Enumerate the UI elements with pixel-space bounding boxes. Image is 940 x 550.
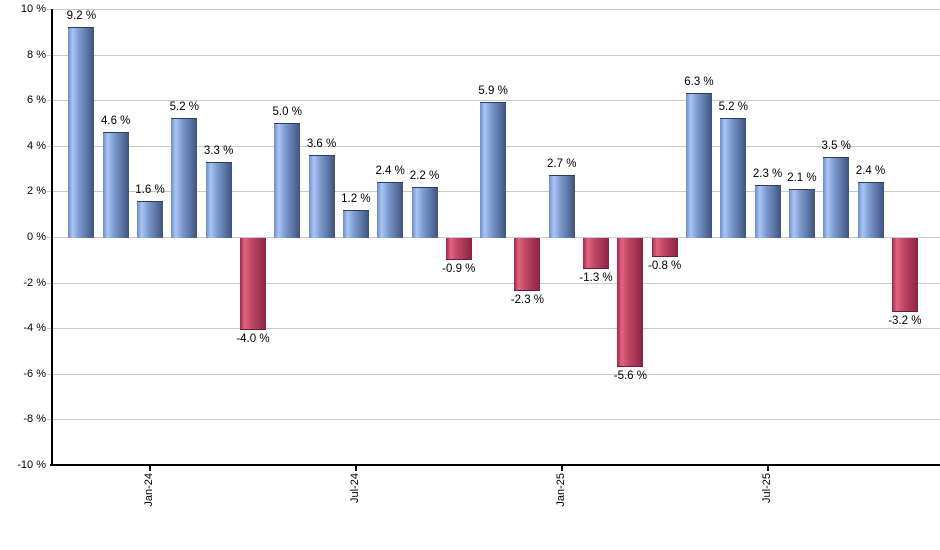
bar-value-label: -1.3 % (579, 271, 613, 284)
gridline (47, 373, 940, 375)
x-axis-line (50, 464, 940, 466)
bar-dec-23 (102, 132, 129, 238)
bar-value-label: 4.6 % (100, 115, 131, 128)
bar-dec-24 (514, 238, 541, 292)
bar-value-label: 2.4 % (375, 165, 405, 178)
bar-value-label: 2.1 % (787, 172, 817, 185)
y-axis-tick-label: 10 % (20, 3, 46, 15)
y-axis-tick-label: -8 % (23, 413, 46, 426)
gridline (47, 100, 940, 102)
bar-sep-24 (411, 186, 438, 238)
bar-nov-25 (891, 238, 918, 312)
y-axis-tick-label: 6 % (27, 94, 46, 107)
bar-value-label: -0.8 % (648, 260, 682, 273)
bar-sep-25 (823, 157, 850, 238)
gridline (47, 54, 940, 56)
x-axis-tick-label: Jan-24 (143, 473, 156, 507)
bar-oct-25 (857, 182, 884, 238)
bar-value-label: 1.6 % (135, 183, 165, 196)
bar-feb-25 (583, 238, 610, 269)
bar-jan-25 (548, 175, 575, 238)
bar-value-label: 1.2 % (341, 192, 371, 205)
bar-value-label: 2.2 % (409, 169, 440, 182)
gridline (47, 282, 940, 284)
bar-value-label: -5.6 % (613, 369, 647, 382)
bar-value-label: 5.9 % (478, 85, 508, 98)
bar-jun-25 (720, 118, 747, 238)
bar-value-label: 2.7 % (547, 158, 577, 171)
y-axis-tick-label: 4 % (27, 139, 46, 152)
bar-value-label: 6.3 % (684, 76, 714, 89)
bar-aug-24 (377, 182, 404, 238)
bar-jul-24 (342, 209, 369, 238)
y-axis-tick-label: -6 % (23, 367, 46, 380)
x-axis-tick (560, 465, 563, 471)
bar-value-label: 2.4 % (855, 165, 886, 178)
bar-feb-24 (171, 118, 198, 238)
gridline (47, 328, 940, 330)
bar-value-label: -3.2 % (888, 314, 922, 327)
bar-mar-25 (617, 238, 644, 367)
bar-value-label: 5.2 % (718, 101, 748, 114)
bar-jul-25 (754, 184, 781, 238)
y-axis-tick-label: -4 % (23, 322, 46, 335)
bar-jan-24 (137, 200, 164, 238)
bar-nov-23 (68, 27, 95, 238)
bar-value-label: -0.9 % (442, 262, 476, 275)
y-axis-line (51, 9, 53, 466)
bar-apr-24 (239, 238, 266, 331)
bar-value-label: 2.3 % (752, 167, 783, 180)
bar-value-label: 9.2 % (66, 10, 97, 23)
bar-value-label: -4.0 % (236, 333, 270, 346)
bar-value-label: -2.3 % (510, 294, 545, 307)
y-axis-tick-label: 0 % (27, 231, 46, 243)
bar-value-label: 3.5 % (821, 140, 851, 153)
x-axis-tick (766, 465, 769, 471)
x-axis-tick (354, 465, 357, 471)
bar-mar-24 (205, 161, 232, 238)
bar-jun-24 (308, 154, 335, 238)
gridline (47, 9, 940, 10)
bar-value-label: 3.6 % (306, 137, 337, 150)
bar-may-25 (685, 93, 712, 238)
x-axis-tick-label: Jul-24 (348, 473, 361, 503)
y-axis-tick-label: -10 % (17, 459, 46, 471)
y-axis-tick-label: 8 % (27, 48, 46, 61)
bar-value-label: 3.3 % (203, 144, 234, 157)
bar-value-label: 5.2 % (169, 101, 200, 114)
bar-apr-25 (651, 238, 678, 258)
x-axis-tick-label: Jul-25 (760, 473, 773, 503)
gridline (47, 419, 940, 421)
x-axis-tick-label: Jan-25 (554, 473, 567, 507)
bar-aug-25 (788, 189, 815, 238)
bar-nov-24 (480, 102, 507, 238)
y-axis-tick-label: 2 % (27, 185, 46, 198)
y-axis-tick-label: -2 % (23, 276, 46, 289)
bar-oct-24 (445, 238, 472, 260)
bar-value-label: 5.0 % (272, 106, 302, 118)
bar-may-24 (274, 123, 301, 238)
x-axis-tick (149, 465, 152, 471)
